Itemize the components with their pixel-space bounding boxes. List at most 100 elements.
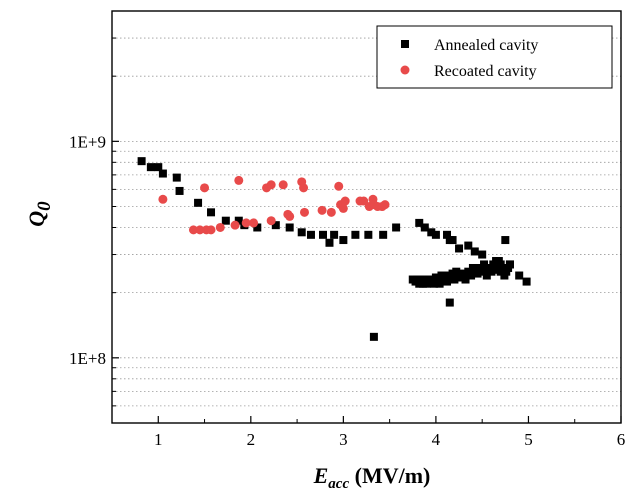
data-point (200, 183, 210, 193)
series-2 (158, 175, 390, 235)
data-point (249, 218, 259, 228)
plot-frame (111, 10, 622, 424)
data-point (478, 250, 487, 259)
data-point (420, 223, 429, 232)
y-axis-title-main: Q (24, 211, 49, 227)
data-point (482, 271, 491, 280)
data-point (278, 180, 288, 190)
data-point (369, 332, 378, 341)
data-point (326, 207, 336, 217)
data-point (234, 175, 244, 185)
data-point (415, 218, 424, 227)
data-point (188, 225, 198, 235)
data-point (435, 279, 444, 288)
data-point (461, 275, 470, 284)
data-point (266, 180, 276, 190)
x-axis-title-sub: acc (328, 476, 349, 491)
data-point (154, 163, 163, 172)
data-point (234, 216, 243, 225)
data-point (445, 298, 454, 307)
data-point (427, 228, 436, 237)
data-point (392, 223, 401, 232)
data-point (253, 223, 262, 232)
data-point (470, 247, 479, 256)
data-point (158, 194, 168, 204)
data-point (339, 236, 348, 245)
data-point (158, 169, 167, 178)
data-point (431, 230, 440, 239)
data-point (478, 267, 487, 276)
legend-box (376, 25, 613, 89)
data-point (489, 263, 498, 272)
data-point (334, 181, 344, 191)
legend-marker (400, 65, 410, 75)
data-point (283, 209, 293, 219)
series-1 (137, 157, 531, 341)
x-axis-title-main: E (313, 463, 329, 488)
data-point (492, 257, 501, 266)
data-point (221, 216, 230, 225)
data-point (207, 208, 216, 217)
data-point (452, 267, 461, 276)
data-point (430, 279, 439, 288)
data-point (299, 183, 309, 193)
data-point (473, 269, 482, 278)
data-point (146, 163, 155, 172)
data-point (206, 225, 216, 235)
data-point (448, 236, 457, 245)
data-point (285, 223, 294, 232)
x-tick-label: 6 (617, 430, 626, 449)
x-tick-label: 3 (339, 430, 348, 449)
data-point (241, 218, 251, 228)
data-layer (137, 157, 531, 341)
legend-marker (401, 40, 409, 48)
data-point (317, 205, 327, 215)
data-point (172, 173, 181, 182)
data-point (330, 230, 339, 239)
data-point (215, 222, 225, 232)
data-point (505, 260, 514, 269)
data-point (306, 230, 315, 239)
x-tick-label: 2 (247, 430, 256, 449)
data-point (195, 225, 205, 235)
data-point (351, 230, 360, 239)
data-point (501, 236, 510, 245)
data-point (464, 241, 473, 250)
data-point (359, 196, 369, 206)
data-point (443, 230, 452, 239)
x-axis-title: Eacc (MV/m) (313, 463, 431, 491)
data-point (340, 196, 350, 206)
x-tick-label: 4 (432, 430, 441, 449)
data-point (266, 216, 276, 226)
data-point (194, 198, 203, 207)
data-point (230, 220, 240, 230)
x-axis-title-unit: (MV/m) (349, 463, 430, 488)
data-point (271, 221, 280, 230)
data-point (364, 230, 373, 239)
y-tick-label: 1E+8 (69, 349, 106, 368)
data-point (450, 275, 459, 284)
data-point (380, 200, 390, 210)
axis-layer: 1 2 3 4 5 6 1E+8 1E+9 (69, 10, 626, 449)
data-point (496, 260, 505, 269)
data-point (379, 230, 388, 239)
legend-label: Annealed cavity (434, 37, 538, 54)
y-axis-title: Q0 (24, 201, 55, 227)
data-point (325, 238, 334, 247)
data-point (338, 203, 348, 213)
data-point (137, 157, 146, 166)
data-point (515, 271, 524, 280)
data-point (433, 275, 442, 284)
data-point (175, 186, 184, 195)
data-point (299, 207, 309, 217)
data-point (459, 269, 468, 278)
data-point (297, 228, 306, 237)
legend: Annealed cavity Recoated cavity (376, 25, 613, 89)
x-tick-label: 1 (154, 430, 163, 449)
data-point (455, 244, 464, 253)
y-tick-label: 1E+9 (69, 132, 106, 151)
data-point (522, 277, 531, 286)
data-point (441, 275, 450, 284)
